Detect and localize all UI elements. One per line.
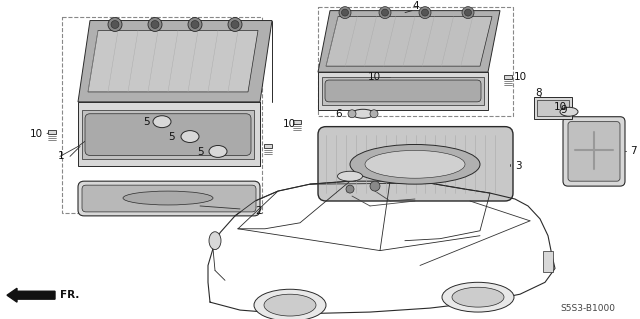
Ellipse shape [264,294,316,316]
Bar [293,120,301,124]
Text: 9: 9 [560,105,566,115]
Circle shape [419,7,431,19]
Bar [543,251,553,272]
Circle shape [188,18,202,32]
Text: 5: 5 [197,147,204,157]
Circle shape [339,7,351,19]
Text: 7: 7 [630,146,637,156]
Circle shape [108,18,122,32]
Text: 10: 10 [30,129,43,138]
Ellipse shape [560,107,578,116]
Text: S5S3-B1000: S5S3-B1000 [560,304,615,313]
Ellipse shape [254,289,326,319]
Text: 10: 10 [514,72,527,82]
Ellipse shape [209,145,227,157]
FancyArrow shape [7,288,55,302]
FancyBboxPatch shape [563,117,625,186]
Ellipse shape [350,145,480,184]
Circle shape [370,181,380,191]
Ellipse shape [123,191,213,205]
Polygon shape [326,17,492,66]
FancyBboxPatch shape [85,114,251,155]
Ellipse shape [442,282,514,312]
FancyBboxPatch shape [568,122,620,181]
Text: 10: 10 [283,119,296,129]
Bar [264,145,272,148]
Polygon shape [78,20,272,102]
Circle shape [381,9,388,16]
Bar [322,77,484,105]
Polygon shape [318,11,500,72]
Polygon shape [78,102,260,166]
FancyBboxPatch shape [325,80,481,102]
Bar [82,110,254,160]
Circle shape [422,9,429,16]
Bar [48,130,56,134]
Ellipse shape [181,130,199,143]
Text: 10: 10 [368,72,381,82]
Bar [534,97,572,119]
Ellipse shape [452,287,504,307]
Bar [62,17,262,213]
Text: 5: 5 [143,117,150,127]
Text: 8: 8 [535,88,541,98]
FancyBboxPatch shape [318,127,513,201]
Ellipse shape [337,171,362,181]
Text: 10: 10 [554,102,567,112]
FancyBboxPatch shape [82,185,256,212]
Polygon shape [88,30,258,92]
Circle shape [370,110,378,118]
Bar [537,100,569,116]
Circle shape [111,20,119,28]
Circle shape [148,18,162,32]
Ellipse shape [365,151,465,178]
Polygon shape [318,72,488,110]
Ellipse shape [352,109,374,118]
Text: 1: 1 [58,152,65,161]
Text: 3: 3 [515,161,522,171]
Text: FR.: FR. [60,290,79,300]
Circle shape [191,20,199,28]
Circle shape [462,7,474,19]
Text: 6: 6 [335,109,342,119]
FancyBboxPatch shape [78,181,260,216]
Circle shape [379,7,391,19]
Text: 2: 2 [255,206,262,216]
Text: 4: 4 [412,1,419,11]
Circle shape [342,9,349,16]
Text: 5: 5 [168,131,175,142]
Ellipse shape [153,116,171,128]
Circle shape [231,20,239,28]
Circle shape [465,9,472,16]
Circle shape [346,185,354,193]
Bar [504,75,512,79]
Bar [318,7,513,116]
Circle shape [151,20,159,28]
Circle shape [228,18,242,32]
Ellipse shape [209,232,221,249]
Circle shape [348,110,356,118]
